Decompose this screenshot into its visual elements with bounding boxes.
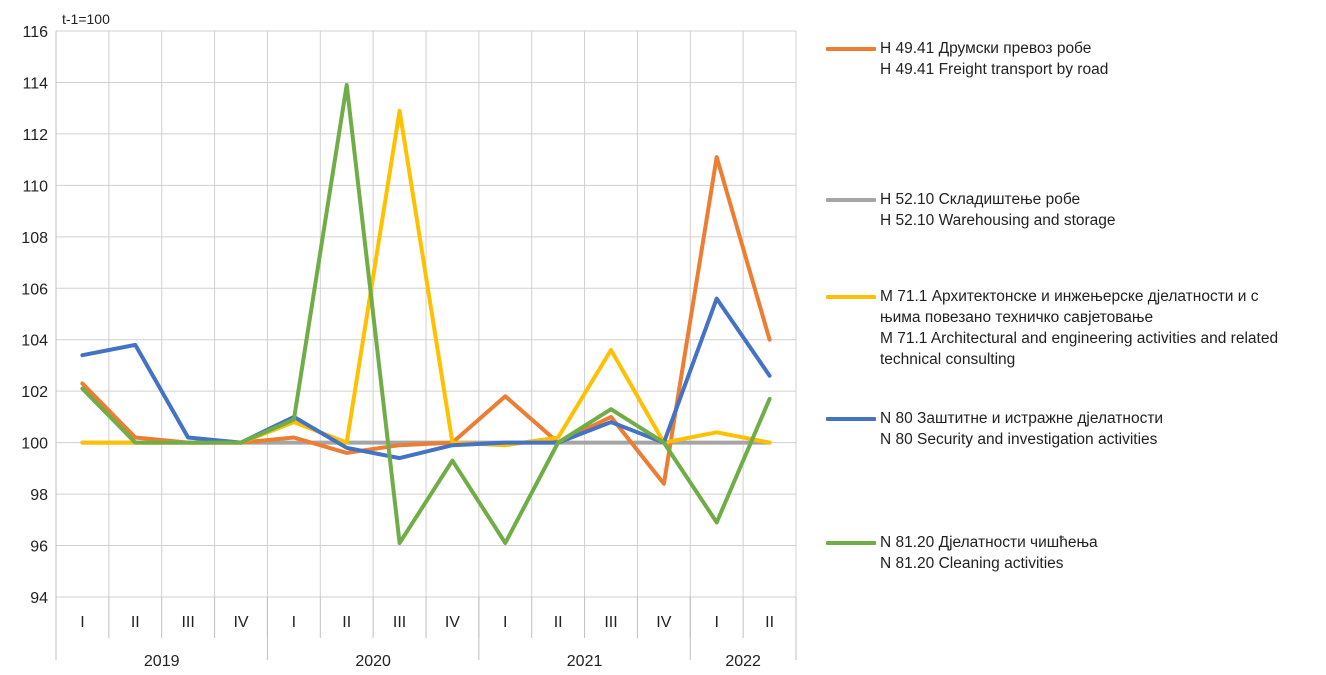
legend-label-sr: M 71.1 Архитектонске и инжењерске дјелат…: [880, 288, 1263, 326]
x-tick-label: IV: [656, 614, 671, 631]
chart-grid: [55, 30, 797, 598]
x-tick-label: I: [292, 614, 296, 631]
x-tick-label: III: [393, 614, 406, 631]
series-lines: [80, 83, 772, 545]
x-year-label: 2020: [355, 653, 391, 670]
x-year-label: 2022: [725, 653, 761, 670]
legend-item-cleaning: N 81.20 Дјелатности чишћења N 81.20 Clea…: [826, 532, 1098, 574]
legend-item-warehousing: H 52.10 Складиштење робе H 52.10 Warehou…: [826, 189, 1116, 231]
y-tick-label: 98: [30, 487, 48, 504]
y-tick-label: 100: [21, 436, 48, 453]
x-tick-label: II: [131, 614, 140, 631]
legend-swatch-warehousing: [826, 198, 876, 202]
y-tick-label: 112: [22, 127, 48, 144]
y-tick-label: 106: [21, 281, 48, 298]
legend-item-security: N 80 Заштитне и истражне дјелатности N 8…: [826, 408, 1163, 450]
legend-label-sr: H 49.41 Друмски превоз робе: [880, 40, 1092, 57]
x-tick-label: I: [503, 614, 507, 631]
legend-swatch-cleaning: [826, 541, 876, 545]
x-tick-label: II: [765, 614, 774, 631]
y-tick-label: 114: [22, 75, 48, 92]
y-tick-label: 94: [30, 590, 48, 607]
legend-swatch-freight: [826, 47, 876, 51]
x-year-label: 2019: [144, 653, 180, 670]
legend-label-en: N 81.20 Cleaning activities: [880, 555, 1064, 572]
x-tick-label: III: [604, 614, 617, 631]
x-tick-label: IV: [445, 614, 460, 631]
legend-label-sr: N 81.20 Дјелатности чишћења: [880, 534, 1098, 551]
legend-swatch-architectural: [826, 295, 876, 299]
x-year-label: 2021: [567, 653, 603, 670]
y-tick-label: 108: [21, 230, 48, 247]
legend-label-en: N 80 Security and investigation activiti…: [880, 431, 1158, 448]
legend-label-sr: N 80 Заштитне и истражне дјелатности: [880, 410, 1164, 427]
legend-item-architectural: M 71.1 Архитектонске и инжењерске дјелат…: [826, 286, 1300, 370]
legend-label-en: M 71.1 Architectural and engineering act…: [880, 330, 1283, 368]
y-tick-label: 102: [21, 384, 48, 401]
x-tick-label: III: [181, 614, 194, 631]
legend-label-en: H 52.10 Warehousing and storage: [880, 212, 1116, 229]
unit-label: t-1=100: [62, 11, 110, 27]
legend-label-sr: H 52.10 Складиштење робе: [880, 191, 1081, 208]
legend-label-en: H 49.41 Freight transport by road: [880, 61, 1109, 78]
line-chart: t-1=100 94 96 98 100 102 104 106 108 110 112 114 11…: [21, 11, 797, 670]
x-tick-label: I: [714, 614, 718, 631]
x-tick-label: II: [554, 614, 563, 631]
y-tick-label: 104: [21, 333, 48, 350]
y-axis-ticks: 94 96 98 100 102 104 106 108 110 112 114 116: [21, 24, 48, 607]
legend-item-freight: H 49.41 Друмски превоз робе H 49.41 Frei…: [826, 38, 1108, 80]
x-tick-label: II: [342, 614, 351, 631]
y-tick-label: 110: [22, 178, 48, 195]
series-line-4: [80, 83, 772, 545]
x-tick-label: IV: [233, 614, 248, 631]
x-tick-label: I: [80, 614, 84, 631]
y-tick-label: 116: [22, 24, 48, 41]
y-tick-label: 96: [30, 539, 48, 556]
legend-swatch-security: [826, 417, 876, 421]
